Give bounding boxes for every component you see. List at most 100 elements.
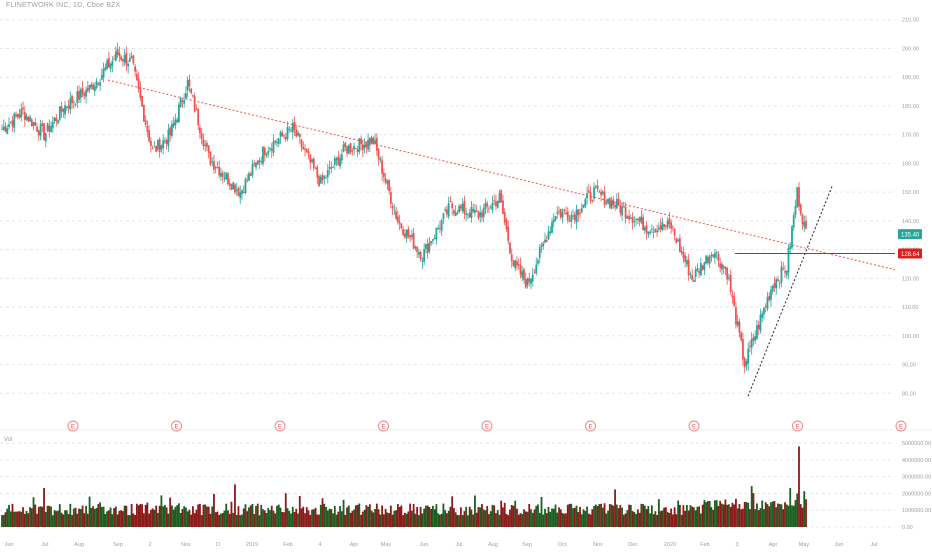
volume-bar [419,506,422,527]
volume-bar [57,510,59,527]
candle-body [176,119,179,123]
candle-body [41,123,44,127]
candle-body [305,149,308,153]
candle-body [757,324,760,330]
candle-body [149,140,152,147]
candle-body [309,154,312,163]
volume-bar [778,503,781,527]
candle-body [766,297,769,309]
volume-bar [241,514,243,527]
candle-body [195,109,198,111]
volume-bar [705,502,708,527]
volume-bar [605,513,608,527]
candle-body [519,264,522,275]
candle-body [135,74,138,80]
candle-body [703,262,706,270]
candle-body [211,161,214,163]
volume-bar [114,506,117,527]
candle-body [120,56,123,60]
x-tick-label: Jul [870,542,877,548]
candle-body [86,87,89,92]
x-tick-label: Nov [181,542,191,548]
volume-bar [517,514,520,527]
earnings-marker-icon [792,420,803,432]
volume-bar [78,508,80,527]
volume-bar [156,512,159,527]
candle-body [234,184,236,193]
candle-body [328,167,331,169]
volume-bar [375,503,378,527]
candle-body [197,108,200,126]
volume-bar [340,511,343,527]
volume-bar [458,515,461,527]
candle-body [319,176,322,184]
candle-body [216,167,219,169]
candle-body [139,88,142,98]
candle-body [20,109,23,118]
candle-body [144,120,147,125]
volume-bar [290,513,292,527]
candle-body [270,148,273,151]
candle-body [678,238,681,252]
candle-body [260,161,263,163]
volume-bar [206,506,208,527]
volume-bar [393,510,396,527]
volume-bar [586,506,588,527]
volume-bar [76,513,79,527]
candle-body [109,63,112,69]
candle-body [111,60,114,66]
candle-body [272,141,275,153]
level-price-label: 128.64 [901,252,920,258]
volume-tick-label: 1000000.00 [902,508,931,514]
volume-bar [742,508,744,527]
candle-body [190,88,193,94]
candle-body [722,265,725,268]
volume-bar [580,514,583,527]
candle-body [428,242,431,252]
candle-body [18,114,21,118]
volume-bar [107,510,110,527]
candle-body [526,278,529,286]
candle-body [698,270,701,274]
earnings-marker-label: E [485,424,489,430]
candle-body [297,132,299,136]
candle-body [346,146,348,154]
volume-bar [121,511,124,527]
volume-bar [192,506,194,527]
volume-bar [489,511,492,527]
candle-body [279,131,282,137]
candle-body [249,173,252,176]
volume-bar [731,502,734,527]
volume-bar [570,503,573,527]
volume-bar [664,507,667,527]
volume-bar [587,513,590,527]
candle-body [384,178,387,182]
candle-body [580,208,583,213]
volume-bar [339,506,341,527]
volume-bar [535,505,538,527]
volume-bar [782,509,785,527]
volume-bar [486,505,489,527]
volume-bar [46,505,49,527]
candle-body [32,122,35,127]
x-tick-label: Jul [455,542,462,548]
candle-body [335,158,338,161]
volume-bar [768,506,771,527]
volume-bar [318,514,320,527]
volume-bar [710,507,713,527]
volume-bar [395,510,398,527]
candle-body [27,117,30,122]
candle-body [128,57,131,62]
price-tick-label: 80.00 [902,391,916,397]
level-price-badge [898,248,922,259]
candle-body [410,234,413,238]
candle-body [447,203,450,217]
volume-bar [199,503,201,527]
volume-bar [635,513,637,527]
candle-body [153,146,156,148]
candle-body [756,325,758,339]
volume-bar [500,500,503,527]
volume-bar [636,509,639,527]
x-tick-label: May [799,542,810,548]
